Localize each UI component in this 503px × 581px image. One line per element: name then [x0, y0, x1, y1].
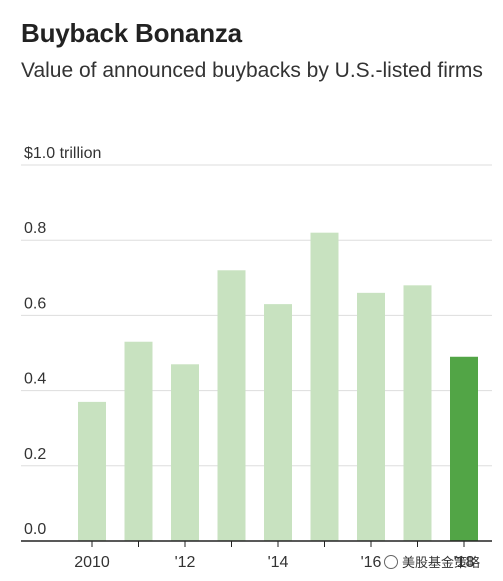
bar-2017: [403, 285, 432, 541]
y-tick-label: 0.2: [24, 446, 46, 463]
bar-2018: [450, 356, 478, 541]
x-tick-label: '16: [361, 554, 382, 571]
bar-2016: [357, 292, 385, 541]
watermark: 美股基金策略: [384, 552, 480, 571]
x-tick-label: '18: [454, 554, 475, 571]
bar-2014: [264, 304, 292, 541]
axis-layer: [21, 540, 492, 547]
x-tick-label: '14: [268, 554, 289, 571]
bar-2010: [78, 401, 106, 541]
bars-layer: [78, 232, 478, 541]
chart-title: Buyback Bonanza: [21, 18, 242, 48]
wechat-icon: [384, 554, 398, 569]
watermark-text: 美股基金策略: [402, 556, 481, 571]
y-tick-label: 0.0: [24, 521, 46, 538]
bar-2011: [124, 341, 153, 541]
x-tick-label: '12: [175, 554, 196, 571]
y-tick-label: 0.4: [24, 371, 46, 388]
y-tick-label: 0.6: [24, 295, 46, 312]
bar-2012: [171, 364, 199, 541]
x-tick-labels: 2010 '12 '14 '16 '18: [74, 554, 474, 571]
y-tick-labels: 0.0 0.2 0.4 0.6 0.8 $1.0 trillion: [24, 145, 101, 538]
bar-2013: [217, 270, 246, 541]
y-tick-label: 0.8: [24, 220, 46, 237]
x-tick-label: 2010: [74, 554, 110, 571]
bar-2015: [310, 232, 339, 541]
y-tick-label: $1.0 trillion: [24, 145, 101, 162]
chart-subtitle: Value of announced buybacks by U.S.-list…: [21, 59, 483, 82]
